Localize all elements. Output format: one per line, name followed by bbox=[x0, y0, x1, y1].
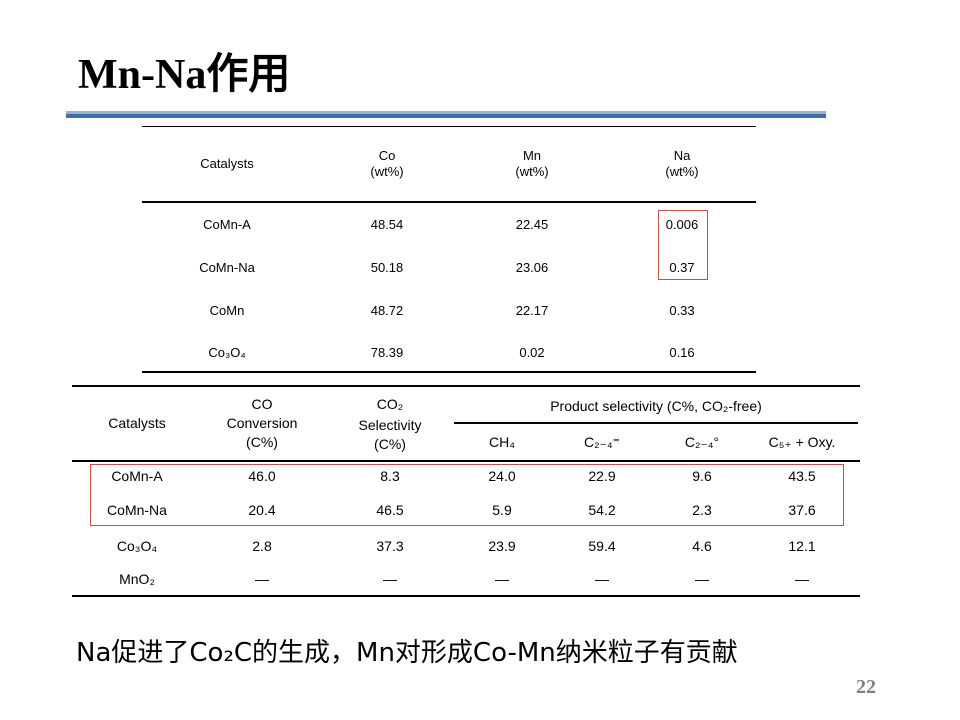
t2-row-cell: MnO₂ bbox=[119, 571, 155, 587]
t1-row-cell: 0.006 bbox=[665, 217, 699, 232]
t2-header-co-line2: Conversion bbox=[226, 415, 298, 431]
t1-header-co: Co bbox=[378, 148, 396, 163]
title-rule-blue bbox=[66, 114, 826, 118]
table2-top-rule bbox=[72, 385, 860, 387]
t2-sub-c5-oxy: C₅₊ + Oxy. bbox=[768, 434, 836, 450]
table1-top-rule bbox=[142, 126, 756, 127]
t1-row-cell: CoMn-A bbox=[203, 217, 251, 232]
t2-row-cell: 2.3 bbox=[692, 502, 712, 518]
table2-header-rule bbox=[72, 460, 860, 462]
t2-row-cell: 59.4 bbox=[588, 538, 616, 554]
t2-row-cell: — bbox=[495, 571, 509, 587]
t2-row-cell: 23.9 bbox=[488, 538, 516, 554]
t2-header-co-line1: CO bbox=[251, 396, 273, 412]
t1-row-cell: 48.72 bbox=[370, 303, 404, 318]
t2-sub-paraffin: C₂₋₄° bbox=[684, 434, 720, 450]
t2-header-co-line3: (C%) bbox=[246, 434, 278, 450]
na-highlight-box bbox=[658, 210, 708, 280]
t1-header-mn-unit: (wt%) bbox=[515, 164, 549, 179]
table2-bottom-rule bbox=[72, 595, 860, 597]
t2-header-co2-line2: Selectivity bbox=[358, 417, 422, 433]
t2-row-cell: CoMn-Na bbox=[107, 502, 167, 518]
t1-row-cell: Co₃O₄ bbox=[208, 345, 246, 360]
t2-row-cell: — bbox=[595, 571, 609, 587]
t2-row-cell: 46.5 bbox=[376, 502, 404, 518]
t2-row-cell: — bbox=[383, 571, 397, 587]
table1-bottom-rule bbox=[142, 371, 756, 373]
t2-row-cell: — bbox=[255, 571, 269, 587]
t2-row-cell: 8.3 bbox=[380, 468, 400, 484]
t2-row-cell: 24.0 bbox=[488, 468, 516, 484]
t2-header-catalysts: Catalysts bbox=[108, 415, 166, 431]
t2-row-cell: 22.9 bbox=[588, 468, 616, 484]
t2-sub-olefin: C₂₋₄⁼ bbox=[583, 434, 621, 450]
t2-row-cell: — bbox=[695, 571, 709, 587]
title-rule-light bbox=[66, 111, 826, 114]
t1-row-cell: CoMn-Na bbox=[199, 260, 255, 275]
t2-row-cell: 37.6 bbox=[788, 502, 816, 518]
t1-row-cell: 22.45 bbox=[515, 217, 549, 232]
product-header-rule bbox=[454, 422, 858, 424]
t1-row-cell: 48.54 bbox=[370, 217, 404, 232]
t2-header-co2-line1: CO₂ bbox=[376, 396, 404, 412]
t2-row-cell: 37.3 bbox=[376, 538, 404, 554]
t2-row-cell: 43.5 bbox=[788, 468, 816, 484]
t2-row-cell: 46.0 bbox=[248, 468, 276, 484]
t1-header-mn: Mn bbox=[522, 148, 542, 163]
t1-header-na: Na bbox=[673, 148, 691, 163]
t1-header-catalysts: Catalysts bbox=[200, 156, 254, 171]
t2-row-cell: 4.6 bbox=[692, 538, 712, 554]
conclusion-text: Na促进了Co₂C的生成，Mn对形成Co-Mn纳米粒子有贡献 bbox=[76, 638, 738, 668]
t2-row-cell: Co₃O₄ bbox=[116, 538, 158, 554]
t1-row-cell: 50.18 bbox=[370, 260, 404, 275]
t1-row-cell: 22.17 bbox=[515, 303, 549, 318]
t2-row-cell: 2.8 bbox=[252, 538, 272, 554]
t2-row-cell: 9.6 bbox=[692, 468, 712, 484]
t2-sub-ch4: CH₄ bbox=[489, 434, 515, 450]
rows-highlight-box bbox=[90, 464, 844, 526]
t2-row-cell: 20.4 bbox=[248, 502, 276, 518]
t1-header-co-unit: (wt%) bbox=[370, 164, 404, 179]
t2-row-cell: 5.9 bbox=[492, 502, 512, 518]
t2-header-product: Product selectivity (C%, CO₂-free) bbox=[550, 398, 762, 414]
t1-row-cell: 0.16 bbox=[669, 345, 695, 360]
t2-row-cell: — bbox=[795, 571, 809, 587]
t1-row-cell: 23.06 bbox=[515, 260, 549, 275]
page-number: 22 bbox=[856, 676, 876, 698]
t1-row-cell: 0.02 bbox=[519, 345, 545, 360]
t2-row-cell: CoMn-A bbox=[111, 468, 163, 484]
t2-row-cell: 12.1 bbox=[788, 538, 816, 554]
t1-row-cell: 0.33 bbox=[669, 303, 695, 318]
t1-row-cell: 78.39 bbox=[370, 345, 404, 360]
t2-row-cell: 54.2 bbox=[588, 502, 616, 518]
table1-header-rule bbox=[142, 201, 756, 203]
t2-header-co2-line3: (C%) bbox=[374, 436, 406, 452]
t1-row-cell: 0.37 bbox=[669, 260, 695, 275]
t1-row-cell: CoMn bbox=[209, 303, 245, 318]
t1-header-na-unit: (wt%) bbox=[665, 164, 699, 179]
slide-title: Mn-Na作用 bbox=[78, 52, 291, 98]
